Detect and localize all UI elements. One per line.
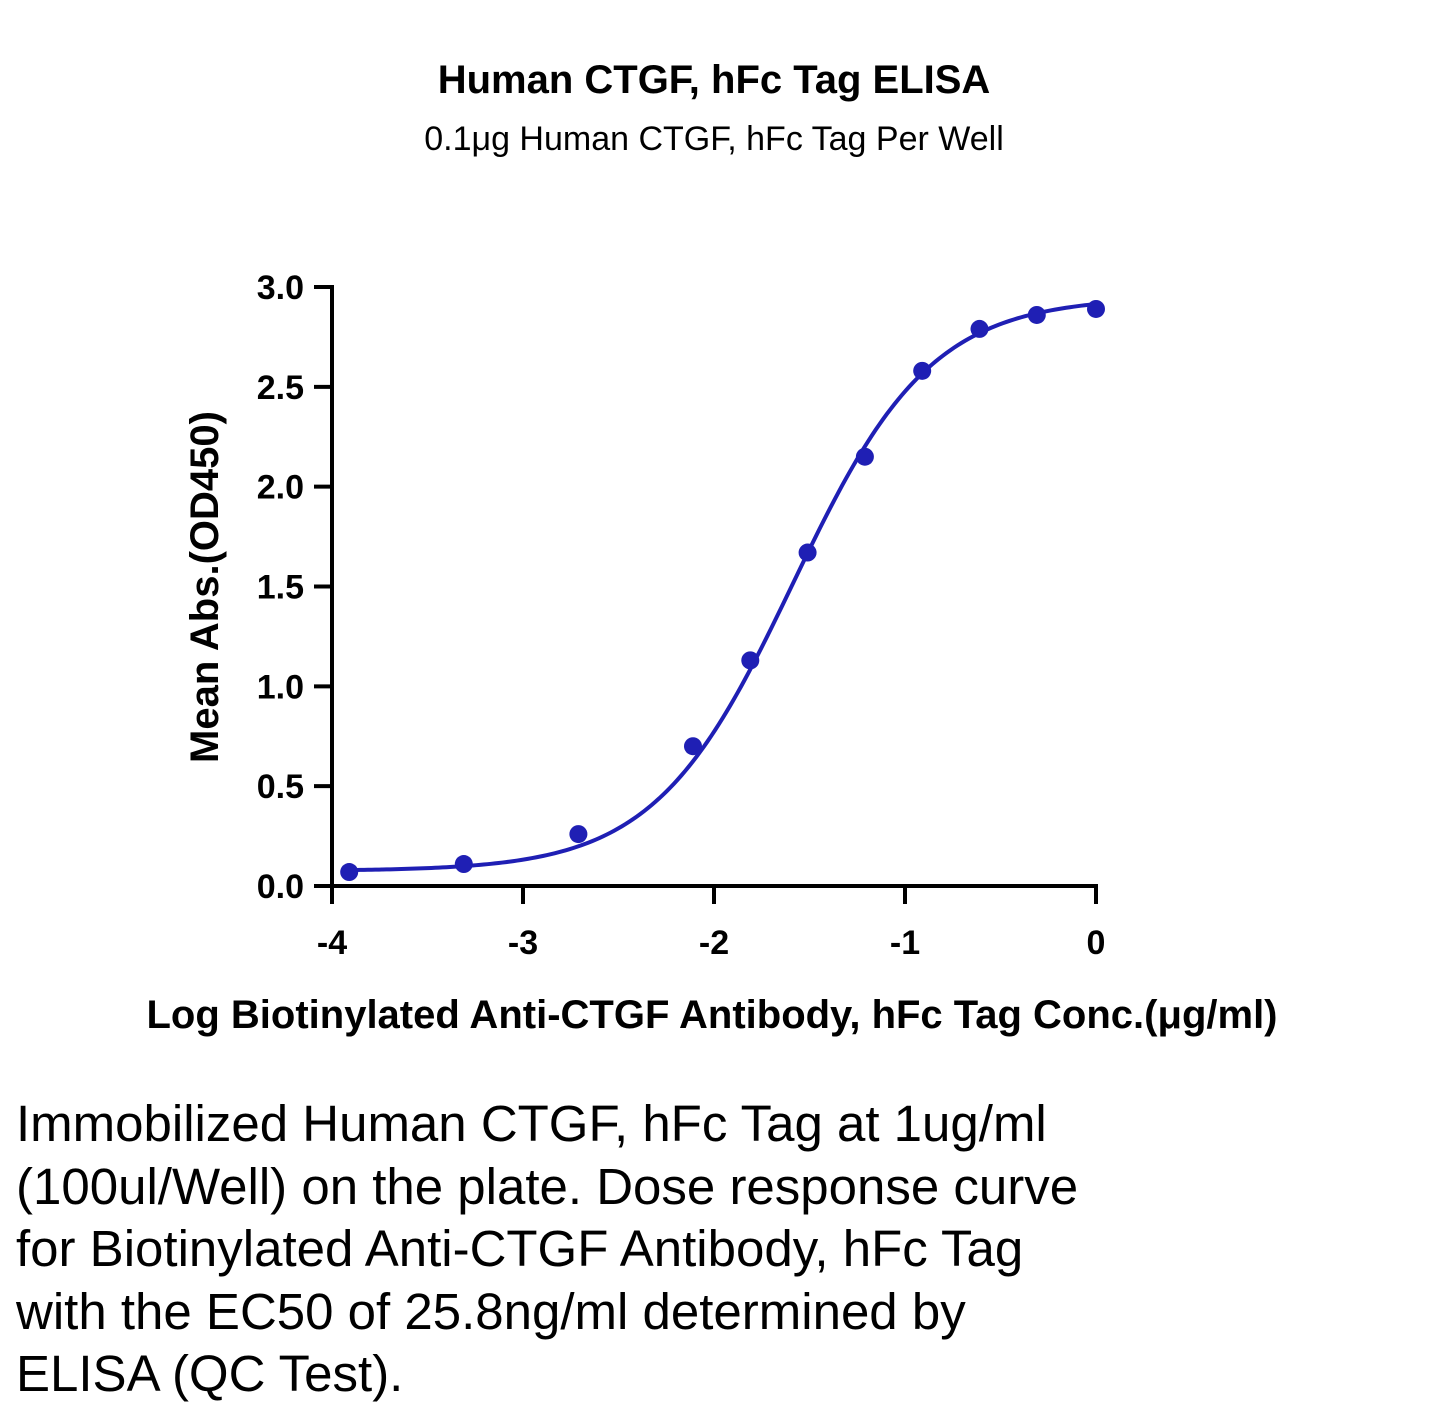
y-tick-label: 1.0 — [257, 668, 304, 706]
y-axis-label: Mean Abs.(OD450) — [183, 411, 227, 763]
y-tick-label: 2.5 — [257, 369, 304, 407]
y-tick-label: 0.5 — [257, 768, 304, 806]
data-point — [683, 737, 702, 756]
y-tick-label: 1.5 — [257, 569, 304, 607]
fit-curve — [349, 302, 1097, 873]
x-tick-label: -2 — [699, 924, 729, 962]
chart-subtitle: 0.1μg Human CTGF, hFc Tag Per Well — [424, 120, 1004, 158]
elisa-chart: Human CTGF, hFc Tag ELISA 0.1μg Human CT… — [146, 58, 1277, 1037]
y-axis-ticks: 0.0 0.5 1.0 1.5 2.0 2.5 3.0 — [257, 269, 332, 906]
y-tick-label: 3.0 — [257, 269, 304, 307]
data-point — [913, 361, 932, 380]
data-point — [1027, 305, 1046, 324]
x-tick-label: -3 — [508, 924, 538, 962]
x-tick-label: -4 — [317, 924, 347, 962]
data-point — [569, 825, 588, 844]
x-axis-label: Log Biotinylated Anti-CTGF Antibody, hFc… — [146, 993, 1277, 1037]
data-point — [340, 863, 359, 882]
caption-text: Immobilized Human CTGF, hFc Tag at 1ug/m… — [16, 1095, 1079, 1402]
y-tick-label: 0.0 — [257, 868, 304, 906]
data-point — [798, 543, 817, 562]
data-point — [741, 651, 760, 670]
data-point — [970, 319, 989, 338]
data-point — [855, 447, 874, 466]
x-tick-label: -1 — [890, 924, 920, 962]
data-points — [340, 299, 1105, 882]
x-axis-ticks: -4 -3 -2 -1 0 — [317, 886, 1106, 962]
y-tick-label: 2.0 — [257, 469, 304, 507]
x-tick-label: 0 — [1087, 924, 1106, 962]
data-point — [454, 855, 473, 874]
chart-title: Human CTGF, hFc Tag ELISA — [438, 58, 991, 102]
data-point — [1087, 299, 1105, 318]
